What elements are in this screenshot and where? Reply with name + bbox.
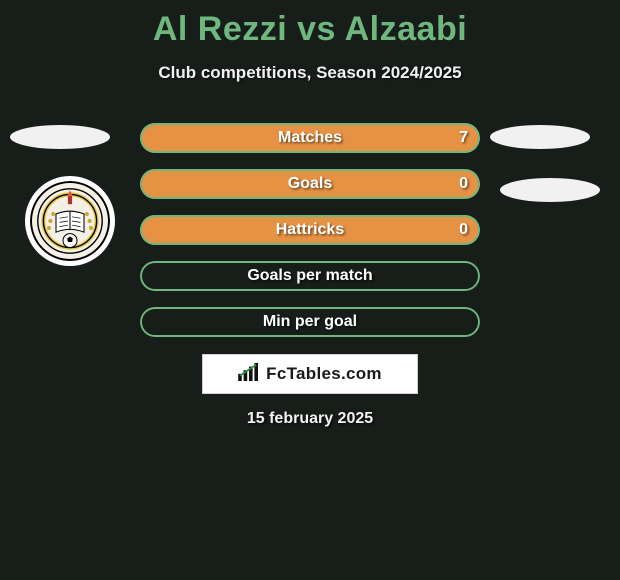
stat-label: Goals per match (140, 261, 480, 291)
player-left-oval (10, 125, 110, 149)
stat-row-min-per-goal: Min per goal (140, 307, 480, 337)
stat-label: Matches (140, 123, 480, 153)
stat-row-goals: Goals 0 (140, 169, 480, 199)
stat-row-hattricks: Hattricks 0 (140, 215, 480, 245)
stat-value-right: 7 (459, 123, 468, 153)
club-crest-icon (25, 176, 115, 266)
stat-value-right: 0 (459, 215, 468, 245)
player-right-oval-1 (490, 125, 590, 149)
brand-box: FcTables.com (202, 354, 418, 394)
stat-row-goals-per-match: Goals per match (140, 261, 480, 291)
brand-bars-icon (238, 363, 260, 386)
page-title: Al Rezzi vs Alzaabi (0, 0, 620, 49)
date-stamp: 15 february 2025 (0, 410, 620, 428)
stat-label: Goals (140, 169, 480, 199)
stat-row-matches: Matches 7 (140, 123, 480, 153)
player-right-oval-2 (500, 178, 600, 202)
stat-value-right: 0 (459, 169, 468, 199)
brand-label: FcTables.com (266, 364, 382, 384)
stat-label: Min per goal (140, 307, 480, 337)
stat-label: Hattricks (140, 215, 480, 245)
subtitle: Club competitions, Season 2024/2025 (0, 63, 620, 83)
